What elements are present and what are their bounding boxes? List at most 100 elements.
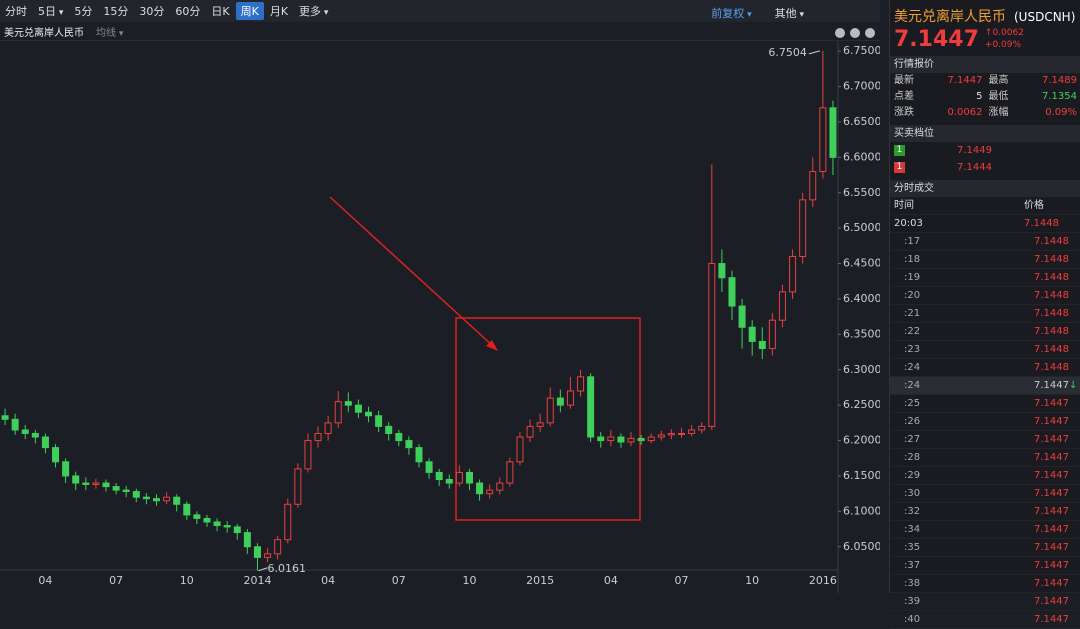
period-tab[interactable]: 周K [235,2,264,20]
quote-value: 5 [976,91,983,102]
trade-time: :24 [904,380,921,391]
trade-row: :39 7.1447 [890,593,1080,611]
trade-price: 7.1447 [1034,506,1069,517]
candle-body [112,486,120,491]
trade-row: :37 7.1447 [890,557,1080,575]
trade-price: 7.1448 [1034,308,1069,319]
candle-body [476,482,484,495]
period-tab[interactable]: 分时 [5,5,27,18]
x-tick-label: 10 [745,574,759,587]
trade-price: 7.1447 [1034,614,1069,625]
y-tick-label: 6.4500 [843,257,880,270]
candle-body [11,418,19,431]
candle-body [385,425,393,434]
trade-time: :24 [904,362,921,373]
trade-row: :29 7.1447 [890,467,1080,485]
trade-price: 7.1448 [1034,254,1069,265]
arrow [329,196,495,348]
trade-time: :39 [904,596,921,607]
trade-time: :21 [904,308,921,319]
candle-body [526,425,534,438]
y-tick-label: 6.3500 [843,327,880,340]
adjust-dropdown[interactable]: 前复权 [706,4,756,22]
candle-body [82,482,90,485]
trade-row: :24 7.1448 [890,359,1080,377]
price-row: 7.1447 ↑0.0062 +0.09% [890,26,1080,52]
x-tick-label: 10 [180,574,194,587]
trade-row: :20 7.1448 [890,287,1080,305]
trade-time: :37 [904,560,921,571]
section-title: 分时成交 [890,180,1080,197]
candle-body [264,553,272,558]
trade-time: :38 [904,578,921,589]
candle-body [243,532,251,548]
candle-body [435,471,443,481]
candle-body [183,503,191,516]
candle-body [566,390,574,406]
period-tab[interactable]: 60分 [175,5,201,18]
period-tab[interactable]: 5日 [33,2,68,20]
candle-body [294,468,302,505]
trade-row: :22 7.1448 [890,323,1080,341]
trade-row: :23 7.1448 [890,341,1080,359]
candle-body [223,525,231,528]
candle-body [546,397,554,424]
trade-time: :32 [904,506,921,517]
trade-time: 20:03 [894,218,923,229]
candle-body [102,482,110,488]
trade-price: 7.1447 [1034,470,1069,481]
depth-row: 1 7.1444 [890,159,1080,176]
period-tab[interactable]: 5分 [74,5,93,18]
candle-body [607,436,615,442]
trade-time: :26 [904,416,921,427]
app: ▸ 6.05006.10006.15006.20006.25006.30006.… [0,0,1080,593]
candle-body [617,436,625,443]
trade-price: 7.1447 [1034,560,1069,571]
candle-body [21,429,29,434]
quote-label: 点差 [894,91,914,102]
side-panel: 美元兑离岸人民币 (USDCNH) 7.1447 ↑0.0062 +0.09% 行情… [889,0,1080,629]
period-tab[interactable]: 更多 [294,2,333,20]
candle-body [213,521,221,527]
trade-time: :17 [904,236,921,247]
trade-price: 7.1447 [1034,380,1069,391]
candle-body [778,291,786,321]
trade-row: :27 7.1447 [890,431,1080,449]
period-tab[interactable]: 月K [269,5,289,18]
period-tab[interactable]: 30分 [139,5,165,18]
candle-body [395,432,403,442]
min-annotation: 6.0161 [267,562,306,575]
change-line: ↑0.0062 [984,28,1024,38]
candle-body [506,461,514,484]
candle-body [688,429,696,434]
trade-time: :25 [904,398,921,409]
trade-price: 7.1448 [1034,236,1069,247]
y-tick-label: 6.5000 [843,221,880,234]
candle-body [516,436,524,463]
candle-body [758,340,766,350]
trade-time: :23 [904,344,921,355]
trade-row: :38 7.1447 [890,575,1080,593]
y-tick-label: 6.4000 [843,292,880,305]
other-dropdown[interactable]: 其他 [770,4,809,22]
chart-header: 美元兑离岸人民币 均线 [0,22,880,41]
instrument-title: 美元兑离岸人民币 [894,9,1006,25]
x-tick-label: 04 [321,574,335,587]
trade-price: 7.1448 [1034,362,1069,373]
trade-time: :28 [904,452,921,463]
quote-row: 涨跌 0.0062 涨幅 0.09% [890,105,1080,121]
candle-body [768,319,776,350]
candle-body [274,539,282,555]
indicator-dropdown[interactable]: 均线 [96,24,123,39]
x-tick-label: 07 [109,574,123,587]
period-tab[interactable]: 15分 [103,5,129,18]
depth-level: 1 [894,162,905,173]
period-tab[interactable]: 日K [211,5,230,18]
annotation-pointer [808,50,820,55]
candle-body [597,436,605,442]
x-tick-label: 2015 [526,574,554,587]
candle-body [152,498,160,502]
candle-body [587,376,595,438]
annotation-pointer [258,567,268,572]
candle-body [809,171,817,201]
